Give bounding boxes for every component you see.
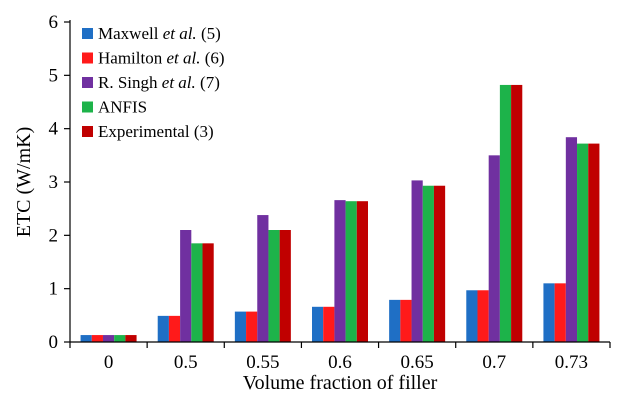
bar: [356, 201, 368, 342]
bar: [466, 290, 478, 342]
y-axis-title: ETC (W/mK): [13, 127, 35, 238]
legend-label: Hamilton et al. (6): [98, 49, 225, 68]
legend-item: Maxwell et al. (5): [82, 24, 221, 43]
bar: [114, 335, 126, 342]
legend-swatch: [82, 28, 93, 39]
legend-swatch: [82, 52, 93, 64]
bar: [279, 230, 291, 342]
legend-label: Experimental (3): [98, 122, 214, 141]
bars-group: [80, 84, 600, 342]
bar: [323, 306, 335, 342]
legend-swatch: [82, 126, 93, 137]
bar: [389, 299, 401, 342]
bar: [312, 306, 324, 342]
bar: [125, 335, 137, 342]
y-tick-label: 3: [49, 172, 59, 193]
bar: [411, 180, 423, 342]
legend-item: ANFIS: [82, 98, 147, 117]
x-tick-label: 0.5: [174, 352, 198, 373]
bar: [168, 315, 181, 342]
bar: [477, 290, 489, 342]
bar: [588, 143, 600, 342]
x-tick-label: 0.7: [482, 352, 506, 373]
bar: [499, 84, 512, 342]
bar: [202, 243, 214, 342]
bar: [268, 230, 280, 342]
bar: [345, 201, 357, 342]
y-tick-label: 6: [49, 12, 59, 33]
bar: [422, 185, 434, 342]
bar: [191, 243, 203, 342]
x-tick-label: 0.55: [246, 352, 279, 373]
bar: [91, 335, 103, 342]
ticks-group: 0 1 2 3 4 5 6 0 0.5 0.55 0.6 0.65 0.7 0.73: [49, 12, 611, 373]
y-tick-label: 1: [49, 279, 59, 300]
legend: Maxwell et al. (5) Hamilton et al. (6) R. …: [82, 24, 225, 141]
bar: [577, 143, 589, 342]
bar: [511, 84, 523, 342]
x-tick-label: 0: [104, 352, 114, 373]
y-tick-label: 0: [49, 332, 59, 353]
legend-item: Experimental (3): [82, 122, 214, 141]
bar: [80, 335, 92, 342]
bar: [565, 137, 578, 342]
legend-swatch: [82, 77, 93, 88]
legend-label: R. Singh et al. (7): [98, 73, 220, 92]
bar: [257, 215, 269, 342]
y-tick-label: 4: [49, 119, 59, 140]
bar: [246, 311, 258, 342]
bar: [488, 155, 500, 342]
legend-item: Hamilton et al. (6): [82, 49, 225, 68]
legend-label: Maxwell et al. (5): [98, 24, 221, 43]
x-tick-label: 0.6: [328, 352, 352, 373]
bar: [334, 200, 346, 342]
bar: [554, 283, 566, 342]
bar: [400, 299, 412, 342]
y-tick-label: 2: [49, 225, 59, 246]
bar: [180, 230, 192, 342]
bar: [102, 335, 115, 342]
y-tick-label: 5: [49, 65, 59, 86]
bar: [234, 311, 247, 342]
x-axis-title: Volume fraction of filler: [243, 372, 438, 394]
x-tick-label: 0.73: [555, 352, 588, 373]
bar: [433, 185, 446, 342]
legend-item: R. Singh et al. (7): [82, 73, 220, 92]
bar: [157, 315, 169, 342]
bar: [543, 283, 555, 342]
x-tick-label: 0.65: [401, 352, 434, 373]
legend-swatch: [82, 101, 93, 113]
legend-label: ANFIS: [98, 98, 147, 117]
